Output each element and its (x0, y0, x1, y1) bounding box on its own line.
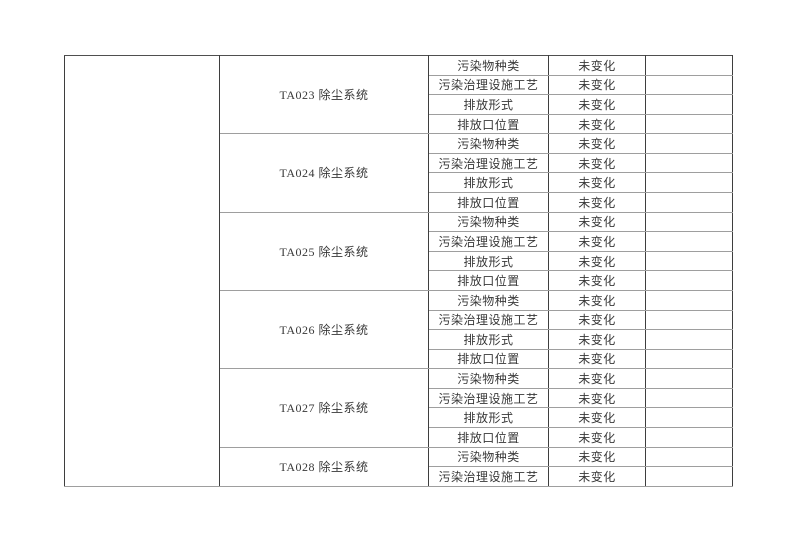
status-cell: 未变化 (548, 407, 646, 428)
attribute-cell: 污染治理设施工艺 (428, 231, 549, 252)
attribute-cell: 排放口位置 (428, 270, 549, 291)
status-cell: 未变化 (548, 446, 646, 468)
remark-empty-cell (645, 329, 733, 350)
table-row: TA023 除尘系统 污染物种类 未变化 (64, 54, 733, 487)
remark-empty-cell (645, 289, 733, 311)
system-cell-ta023: TA023 除尘系统 (219, 54, 429, 135)
remark-empty-cell (645, 172, 733, 194)
table-row: 排放形式 未变化 (65, 172, 733, 194)
system-cell-ta024: TA024 除尘系统 (219, 133, 429, 213)
attribute-cell: 污染治理设施工艺 (428, 309, 549, 331)
left-empty-spanning-cell (64, 55, 220, 487)
table-row: 排放形式 未变化 (65, 94, 733, 115)
status-cell: 未变化 (548, 133, 646, 154)
remark-empty-cell (645, 446, 733, 468)
status-cell: 未变化 (548, 74, 646, 96)
status-cell: 未变化 (548, 426, 646, 448)
remark-empty-cell (645, 348, 733, 370)
attribute-cell: 排放口位置 (428, 426, 549, 448)
table-row: 污染治理设施工艺 未变化 (65, 387, 733, 409)
table-row: 污染治理设施工艺 未变化 (65, 309, 733, 331)
status-cell: 未变化 (548, 172, 646, 194)
status-cell: 未变化 (548, 309, 646, 331)
remark-empty-cell (645, 309, 733, 331)
table-row: 排放形式 未变化 (65, 250, 733, 272)
system-cell-ta025: TA025 除尘系统 (219, 211, 429, 291)
table-row: 排放口位置 未变化 (65, 192, 733, 213)
attribute-cell: 污染物种类 (428, 289, 549, 311)
system-cell-ta027: TA027 除尘系统 (219, 368, 429, 448)
change-status-table: TA023 除尘系统 污染物种类 未变化 污染治理设施工艺 未变化 排放形式 未… (64, 54, 733, 488)
remark-empty-cell (645, 250, 733, 272)
remark-empty-cell (645, 94, 733, 115)
status-cell: 未变化 (548, 348, 646, 370)
status-cell: 未变化 (548, 250, 646, 272)
attribute-cell: 污染治理设施工艺 (428, 74, 549, 96)
attribute-cell: 排放形式 (428, 94, 549, 115)
change-status-table-wrap: TA023 除尘系统 污染物种类 未变化 污染治理设施工艺 未变化 排放形式 未… (64, 54, 733, 488)
remark-empty-cell (645, 270, 733, 291)
attribute-cell: 污染物种类 (428, 55, 549, 76)
table-row: TA027 除尘系统 污染物种类 未变化 (65, 368, 733, 448)
remark-empty-cell (645, 74, 733, 96)
remark-empty-cell (645, 133, 733, 154)
attribute-cell: 排放口位置 (428, 192, 549, 213)
remark-empty-cell (645, 407, 733, 428)
attribute-cell: 排放形式 (428, 172, 549, 194)
remark-empty-cell (645, 368, 733, 389)
status-cell: 未变化 (548, 329, 646, 350)
remark-empty-cell (645, 152, 733, 174)
table-row: 污染治理设施工艺 未变化 (65, 231, 733, 252)
status-cell: 未变化 (548, 113, 646, 135)
attribute-cell: 排放口位置 (428, 348, 549, 370)
remark-empty-cell (645, 466, 733, 487)
system-cell-ta026: TA026 除尘系统 (219, 289, 429, 370)
table-row: 排放口位置 未变化 (65, 348, 733, 370)
attribute-cell: 排放形式 (428, 407, 549, 428)
status-cell: 未变化 (548, 466, 646, 487)
remark-empty-cell (645, 192, 733, 213)
status-cell: 未变化 (548, 94, 646, 115)
table-row: 排放形式 未变化 (65, 407, 733, 428)
remark-empty-cell (645, 387, 733, 409)
attribute-cell: 排放形式 (428, 329, 549, 350)
table-row: TA025 除尘系统 污染物种类 未变化 (65, 211, 733, 291)
attribute-cell: 污染治理设施工艺 (428, 152, 549, 174)
status-cell: 未变化 (548, 55, 646, 76)
attribute-cell: 污染物种类 (428, 133, 549, 154)
remark-empty-cell (645, 211, 733, 233)
table-row: 污染治理设施工艺 未变化 (65, 466, 733, 487)
status-cell: 未变化 (548, 387, 646, 409)
status-cell: 未变化 (548, 289, 646, 311)
attribute-cell: 污染治理设施工艺 (428, 466, 549, 487)
remark-empty-cell (645, 231, 733, 252)
attribute-cell: 污染治理设施工艺 (428, 387, 549, 409)
attribute-cell: 污染物种类 (428, 446, 549, 468)
status-cell: 未变化 (548, 152, 646, 174)
attribute-cell: 污染物种类 (428, 211, 549, 233)
remark-empty-cell (645, 55, 733, 76)
remark-empty-cell (645, 113, 733, 135)
system-cell-ta028: TA028 除尘系统 (219, 446, 429, 488)
status-cell: 未变化 (548, 231, 646, 252)
status-cell: 未变化 (548, 368, 646, 389)
status-cell: 未变化 (548, 192, 646, 213)
attribute-cell: 排放口位置 (428, 113, 549, 135)
status-cell: 未变化 (548, 270, 646, 291)
attribute-cell: 污染物种类 (428, 368, 549, 389)
status-cell: 未变化 (548, 211, 646, 233)
table-row: 排放形式 未变化 (65, 329, 733, 350)
attribute-cell: 排放形式 (428, 250, 549, 272)
remark-empty-cell (645, 426, 733, 448)
